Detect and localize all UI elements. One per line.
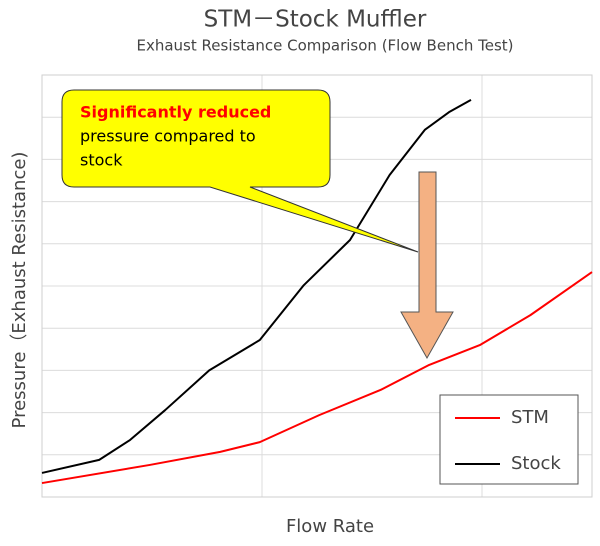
chart-title: STM－Stock Muffler (204, 7, 427, 33)
y-axis-label: Pressure（Exhaust Resistance) (9, 152, 30, 429)
legend: STM Stock (455, 407, 561, 474)
x-axis-label: Flow Rate (286, 516, 374, 537)
chart-subtitle: Exhaust Resistance Comparison (Flow Benc… (137, 37, 514, 55)
line (41, 99, 472, 474)
callout-highlight: Significantly reduced (80, 103, 271, 122)
legend-label: STM (511, 407, 549, 428)
callout-text: pressure compared to (80, 127, 256, 146)
plot-frame (41, 74, 593, 498)
legend-label: Stock (511, 453, 561, 474)
callout-bubble (61, 89, 419, 253)
down-arrow (400, 171, 454, 360)
line (41, 271, 593, 485)
lines (41, 99, 593, 485)
legend-box (439, 394, 579, 485)
callout-text: stock (80, 151, 123, 170)
